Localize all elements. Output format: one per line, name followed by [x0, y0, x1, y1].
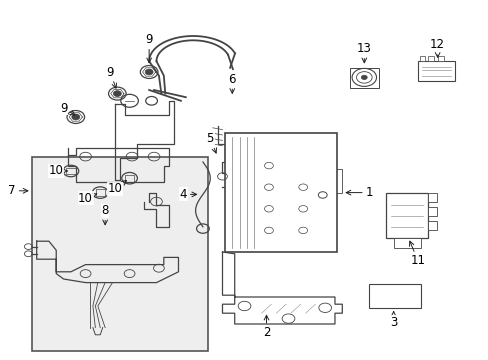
Text: 10: 10 [49, 165, 67, 177]
Text: 2: 2 [262, 315, 270, 339]
Text: 9: 9 [145, 33, 153, 63]
Text: 13: 13 [356, 42, 371, 63]
Text: 3: 3 [389, 312, 397, 329]
Bar [417, 61, 454, 81]
Bar [437, 56, 443, 61]
Bar [124, 175, 134, 182]
Bar [95, 189, 105, 196]
Bar [66, 167, 76, 175]
Circle shape [361, 75, 366, 80]
Text: 7: 7 [8, 184, 28, 197]
Bar [393, 238, 420, 248]
Text: 10: 10 [107, 180, 126, 195]
Bar [427, 193, 436, 202]
Bar [349, 68, 378, 88]
Text: 5: 5 [206, 132, 216, 153]
Circle shape [113, 91, 121, 96]
Circle shape [145, 69, 153, 75]
Bar [419, 56, 425, 61]
Text: 9: 9 [60, 102, 75, 115]
Bar [368, 284, 420, 308]
Bar [32, 157, 207, 351]
Text: 6: 6 [228, 73, 236, 93]
Bar [427, 221, 436, 230]
Text: 4: 4 [179, 188, 196, 201]
Circle shape [72, 114, 80, 120]
Text: 12: 12 [429, 39, 444, 57]
Bar [427, 207, 436, 216]
Text: 9: 9 [106, 66, 116, 88]
Bar [427, 56, 433, 61]
Text: 8: 8 [101, 204, 109, 225]
Bar [386, 193, 427, 238]
Text: 11: 11 [408, 241, 425, 267]
Text: 1: 1 [346, 186, 372, 199]
Text: 10: 10 [78, 192, 97, 204]
Bar [224, 133, 337, 252]
